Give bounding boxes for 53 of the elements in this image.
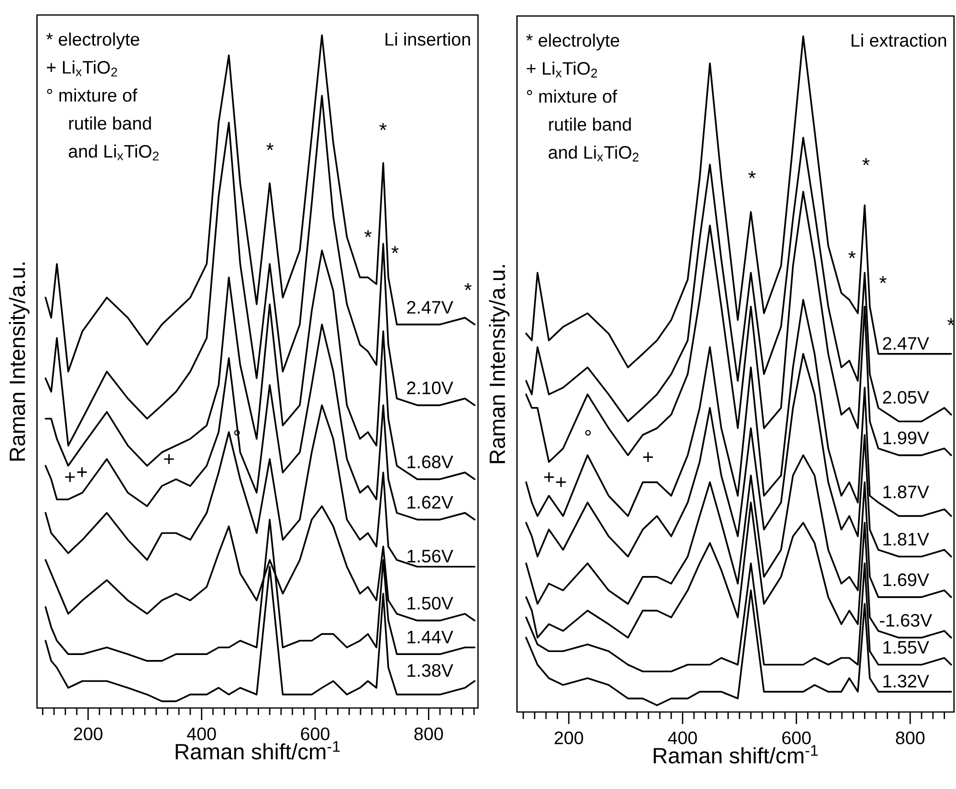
- series-label: 2.47V: [407, 300, 454, 314]
- chart-title: Li insertion: [386, 32, 470, 46]
- x-tick-label: 400: [186, 728, 216, 740]
- annotation: *: [848, 251, 856, 258]
- annotation: ° mixture of rutile band and Li$_{x}$TiO$_{2}$: [527, 90, 638, 162]
- y-axis-title: Raman Intensity/a.u.: [488, 265, 510, 464]
- series-label: 1.81V: [883, 532, 930, 546]
- series-label: 1.32V: [883, 674, 930, 688]
- annotation: +: [77, 467, 87, 478]
- annotation: +: [643, 452, 653, 462]
- x-axis-title: Raman shift/cm$^{-1}$: [176, 741, 340, 760]
- series-label: 1.87V: [883, 486, 930, 498]
- series-label: 2.47V: [883, 337, 930, 350]
- annotation: ° mixture of rutile band and Li$_{x}$TiO$_{2}$: [47, 88, 159, 160]
- x-tick-label: 400: [668, 732, 697, 744]
- series-label: 1.62V: [408, 496, 454, 509]
- annotation: +: [164, 454, 174, 464]
- annotation: *: [862, 158, 870, 166]
- series-label: 1.44V: [408, 630, 454, 644]
- series-label: 1.50V: [408, 596, 454, 610]
- annotation: *: [464, 283, 472, 290]
- annotation: *: [364, 230, 372, 238]
- series-label: 1.68V: [408, 456, 454, 468]
- x-tick-label: 200: [554, 732, 584, 744]
- annotation: +: [556, 477, 566, 488]
- x-tick-label: 600: [782, 732, 811, 744]
- x-tick-label: 600: [301, 728, 330, 740]
- y-axis-title: Raman Intensity/a.u.: [8, 262, 30, 461]
- annotation: + Li$_{x}$TiO$_{2}$: [526, 62, 597, 78]
- annotation: +: [544, 472, 554, 482]
- annotation: *: [379, 123, 387, 130]
- series-label: 1.69V: [883, 573, 930, 586]
- series-label: -1.63V: [880, 614, 932, 627]
- annotation: +: [65, 472, 75, 482]
- annotation: * electrolyte: [526, 34, 620, 50]
- series-label: 2.10V: [407, 382, 454, 394]
- annotation: °: [585, 430, 591, 436]
- x-axis-title: Raman shift/cm$^{-1}$: [654, 745, 818, 764]
- series-label: 1.99V: [883, 432, 930, 444]
- series-label: 1.38V: [408, 664, 454, 677]
- annotation: + Li$_{x}$TiO$_{2}$: [46, 60, 118, 76]
- series-label: 2.05V: [883, 390, 930, 404]
- annotation: * electrolyte: [46, 32, 140, 50]
- x-tick-label: 800: [414, 728, 443, 740]
- chart-title: Li extraction: [852, 34, 946, 47]
- series-label: 1.55V: [883, 641, 930, 654]
- series-label: 1.56V: [408, 550, 454, 562]
- annotation: *: [266, 143, 274, 150]
- x-tick-label: 200: [74, 728, 102, 740]
- annotation: *: [748, 171, 756, 178]
- annotation: *: [391, 246, 399, 254]
- annotation: *: [879, 276, 887, 284]
- x-tick-label: 800: [896, 732, 925, 744]
